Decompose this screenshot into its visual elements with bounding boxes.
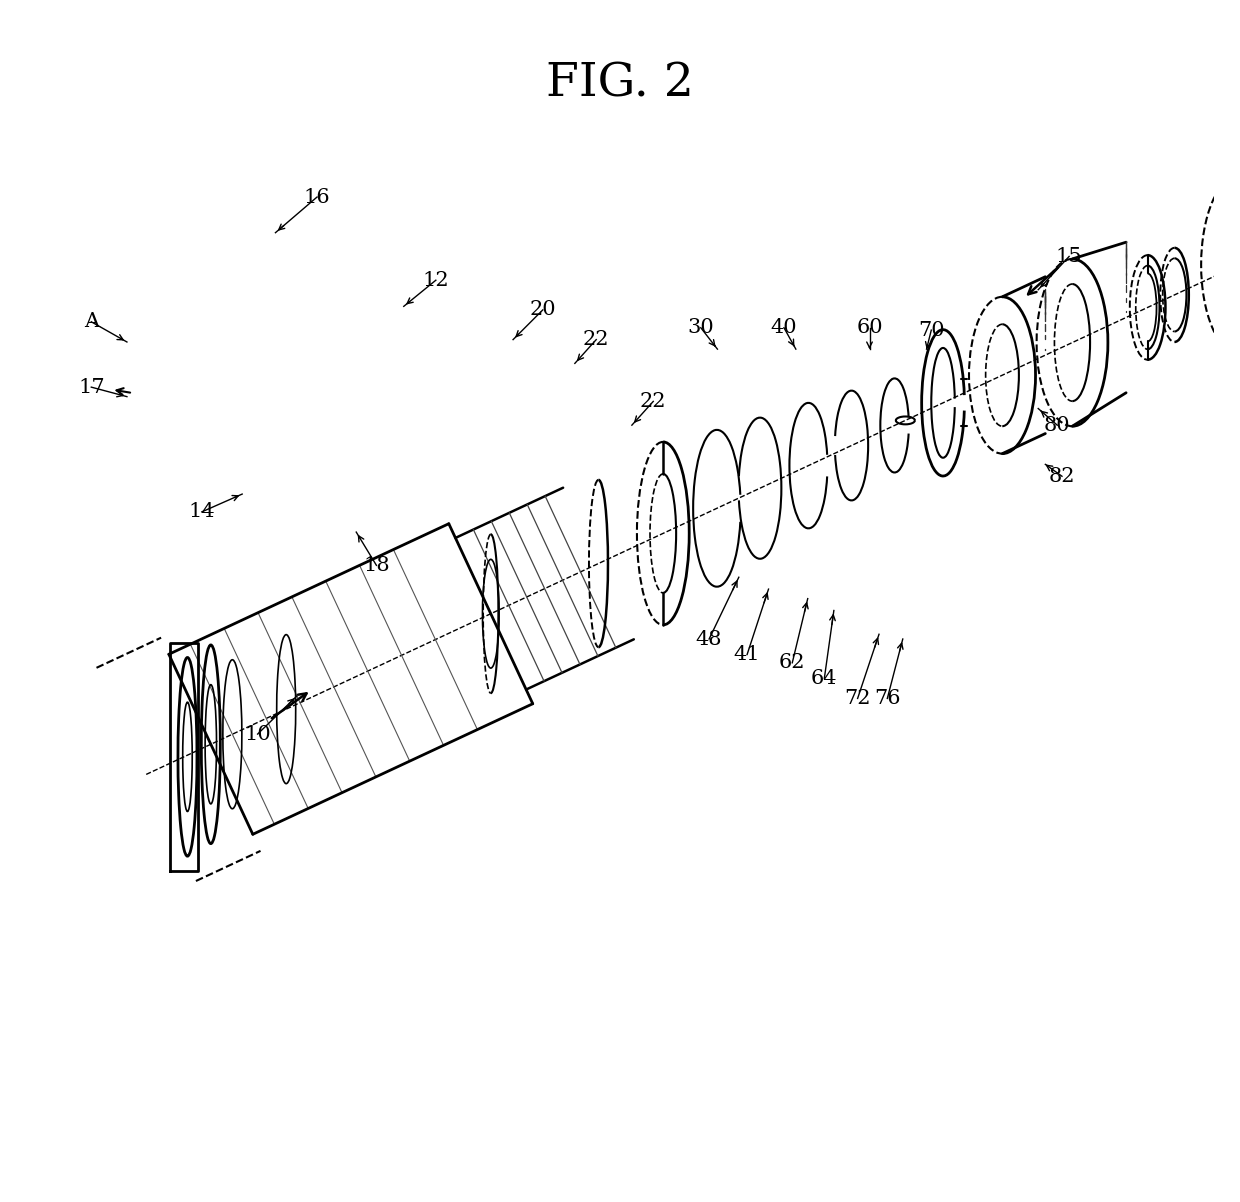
Text: A: A <box>84 313 99 332</box>
Text: 10: 10 <box>244 725 272 744</box>
Text: 12: 12 <box>423 270 449 290</box>
Text: 17: 17 <box>78 377 104 397</box>
Text: 70: 70 <box>918 321 945 340</box>
Text: 48: 48 <box>696 630 723 649</box>
Text: 40: 40 <box>770 319 797 338</box>
Text: 60: 60 <box>856 319 883 338</box>
Text: FIG. 2: FIG. 2 <box>546 61 694 107</box>
Text: 18: 18 <box>363 555 389 575</box>
Text: 22: 22 <box>583 331 610 349</box>
Text: 64: 64 <box>811 668 837 688</box>
Text: 41: 41 <box>734 645 760 664</box>
Text: 20: 20 <box>529 300 556 320</box>
Text: 62: 62 <box>779 653 806 672</box>
Text: 30: 30 <box>687 319 714 338</box>
Text: 14: 14 <box>188 502 215 522</box>
Text: 22: 22 <box>640 392 667 411</box>
Text: 76: 76 <box>874 689 900 708</box>
Text: 15: 15 <box>1055 246 1083 266</box>
Text: 82: 82 <box>1049 466 1075 486</box>
Text: 80: 80 <box>1044 416 1070 435</box>
Text: 72: 72 <box>844 689 870 708</box>
Text: 16: 16 <box>304 188 330 207</box>
